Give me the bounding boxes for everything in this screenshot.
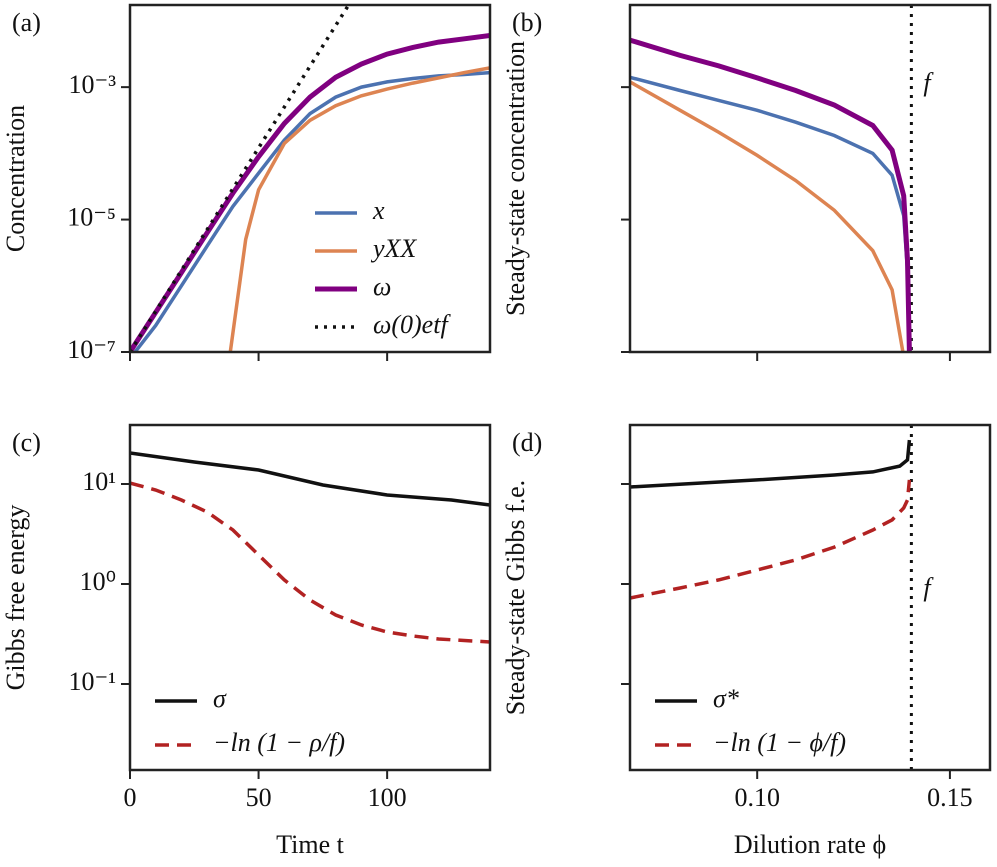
x-tick-label: 100 [368, 783, 407, 812]
legend-label: −ln (1 − ϕ/f) [713, 728, 846, 757]
legend-label: x [372, 196, 385, 225]
legend-label: −ln (1 − ρ/f) [213, 728, 345, 757]
series-line [630, 75, 912, 352]
legend-label: σ [213, 684, 227, 713]
y-tick-label: 10⁻⁷ [67, 335, 116, 364]
plot-area [130, 451, 490, 644]
legend-label: yXX [370, 234, 417, 263]
y-axis-label: Gibbs free energy [1, 505, 30, 691]
y-tick-label: 10⁰ [80, 567, 116, 596]
panel-label: (b) [512, 8, 542, 37]
legend-label: ω(0)etf [373, 310, 451, 339]
y-tick-label: 10⁻³ [68, 70, 116, 99]
series-line [630, 80, 905, 352]
plot-area [130, 5, 490, 352]
axes-frame [128, 423, 492, 772]
panel-label: (a) [12, 8, 41, 37]
series-line [133, 70, 490, 352]
y-axis-label: Steady-state concentration [501, 41, 530, 316]
x-tick-label: 0.15 [927, 783, 973, 812]
axes-frame [628, 3, 992, 354]
series-line [130, 33, 490, 352]
panel-label: (c) [12, 428, 41, 457]
x-tick-label: 50 [246, 783, 272, 812]
series-line [630, 479, 912, 600]
plot-area [630, 425, 913, 770]
annotation: f [923, 573, 934, 602]
y-tick-label: 10¹ [82, 467, 116, 496]
legend-label: ω [373, 272, 391, 301]
x-axis-label: Dilution rate ϕ [734, 830, 886, 859]
x-axis-label: Time t [276, 830, 344, 859]
legend-label: σ* [713, 684, 739, 713]
series-line [228, 66, 490, 352]
y-tick-label: 10⁻¹ [68, 667, 116, 696]
axes-frame [628, 423, 992, 772]
annotation: f [923, 68, 934, 97]
series-line [630, 37, 912, 352]
series-line [130, 451, 490, 507]
y-axis-label: Concentration [1, 105, 30, 252]
series-line [630, 439, 912, 489]
y-tick-label: 10⁻⁵ [67, 203, 116, 232]
axes-frame [128, 3, 492, 354]
x-tick-label: 0 [124, 783, 137, 812]
plot-area [630, 5, 913, 352]
series-line [130, 481, 490, 644]
y-axis-label: Steady-state Gibbs f.e. [501, 480, 530, 715]
panel-label: (d) [512, 428, 542, 457]
x-tick-label: 0.10 [734, 783, 780, 812]
